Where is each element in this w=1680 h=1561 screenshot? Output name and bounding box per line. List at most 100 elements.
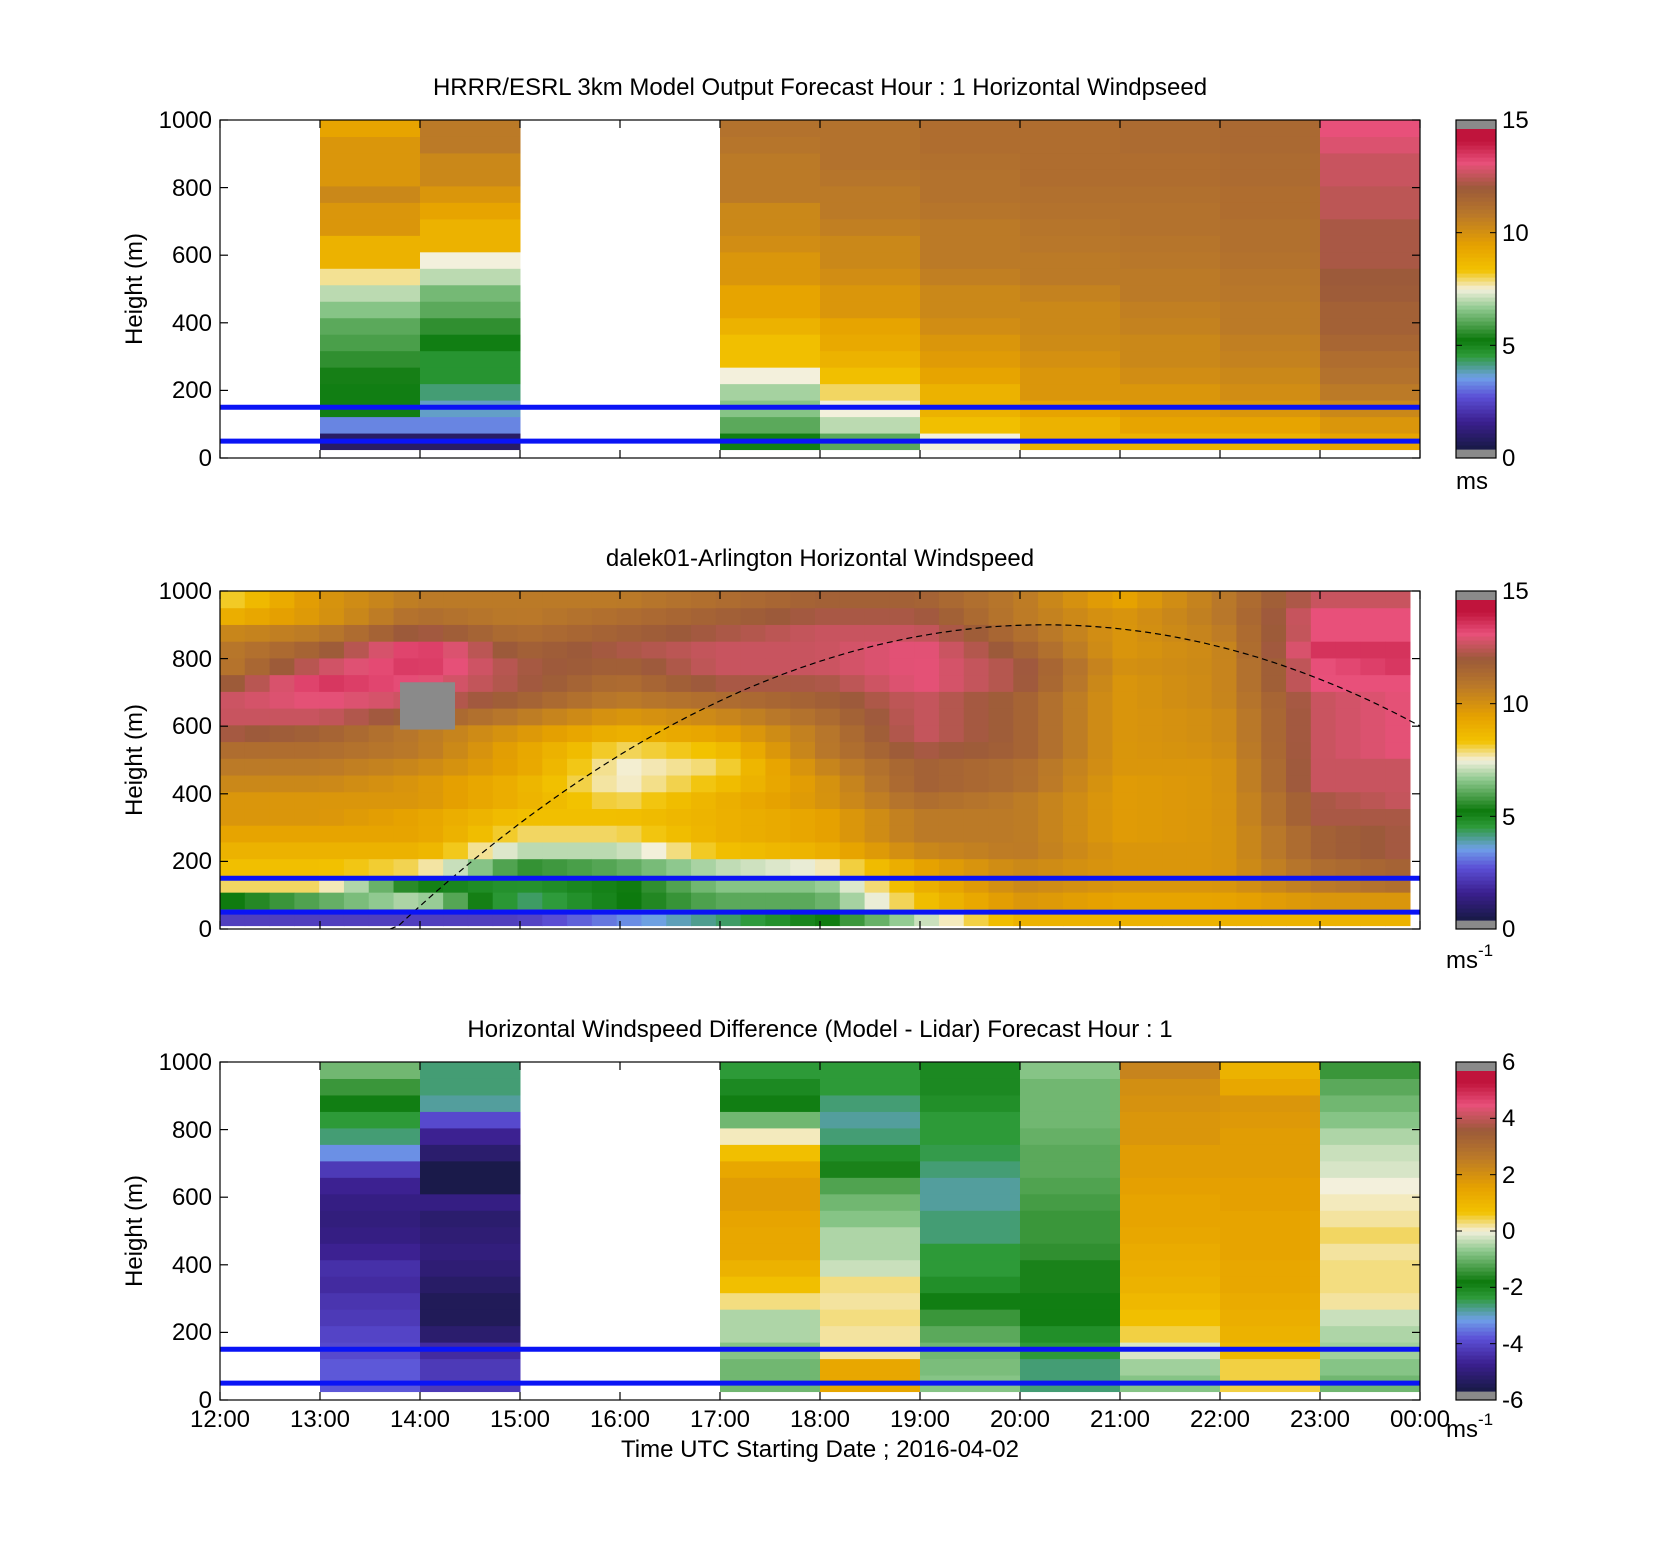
heatmap-cell [720, 1193, 821, 1211]
heatmap-cell [467, 892, 494, 910]
heatmap-cell [720, 1325, 821, 1343]
heatmap-cell [1236, 858, 1262, 876]
heatmap-cell [1320, 1358, 1421, 1376]
heatmap-cell [1220, 1358, 1321, 1376]
heatmap-cell [1120, 1111, 1221, 1129]
heatmap-cell [1360, 858, 1386, 876]
heatmap-cell [820, 1127, 921, 1145]
heatmap-cell [1261, 892, 1287, 910]
heatmap-cell [864, 841, 890, 860]
heatmap-cell [691, 607, 717, 625]
y-axis-label: Height (m) [121, 233, 148, 345]
heatmap-cell [1320, 268, 1421, 286]
heatmap-cell [1120, 120, 1221, 137]
heatmap-cell [1236, 607, 1262, 625]
heatmap-cell [616, 741, 642, 759]
heatmap-cell [1120, 350, 1221, 368]
heatmap-cell [1360, 591, 1386, 609]
heatmap-cell [920, 1111, 1021, 1129]
heatmap-cell [420, 1292, 521, 1310]
heatmap-cell [715, 858, 742, 876]
heatmap-cell [920, 334, 1021, 352]
heatmap-cell [988, 624, 1014, 642]
heatmap-cell [320, 218, 421, 236]
heatmap-cell [720, 1210, 821, 1228]
heatmap-cell [765, 674, 791, 692]
heatmap-cell [1286, 674, 1312, 692]
heatmap-cell [666, 758, 692, 776]
heatmap-cell [1286, 775, 1312, 793]
heatmap-cell [1087, 791, 1113, 810]
heatmap-cell [740, 808, 766, 826]
heatmap-cell [691, 624, 717, 642]
heatmap-cell [815, 724, 841, 743]
heatmap-cell [418, 591, 444, 609]
heatmap-cell [1020, 202, 1121, 220]
heatmap-cell [914, 791, 940, 810]
heatmap-cell [1360, 708, 1386, 726]
heatmap-cell [420, 1127, 521, 1145]
y-tick-label: 600 [172, 1184, 212, 1211]
heatmap-cell [641, 758, 667, 776]
heatmap-cell [319, 892, 345, 910]
heatmap-cell [740, 708, 766, 726]
heatmap-cell [1020, 1226, 1121, 1244]
heatmap-cell [1120, 1358, 1221, 1376]
colorbar-frame [1455, 1061, 1497, 1401]
heatmap-cell [715, 825, 742, 843]
heatmap-cell [517, 892, 543, 910]
heatmap-cell [1320, 1062, 1421, 1079]
heatmap-cell [591, 808, 618, 826]
heatmap-cell [720, 317, 821, 335]
heatmap-cell [1062, 791, 1089, 810]
heatmap-cell [1320, 1226, 1421, 1244]
heatmap-cell [294, 858, 320, 876]
heatmap-cell [368, 858, 395, 876]
heatmap-cell [1162, 641, 1188, 659]
heatmap-cell [790, 775, 816, 793]
heatmap-cell [244, 674, 271, 692]
x-tick-label: 14:00 [390, 1406, 450, 1433]
heatmap-cell [294, 775, 320, 793]
colorbar-tick-label: 15 [1502, 578, 1529, 605]
heatmap-cell [1320, 235, 1421, 253]
heatmap-cell [889, 775, 915, 793]
heatmap-cell [920, 120, 1021, 137]
heatmap-cell [740, 641, 766, 659]
heatmap-cell [220, 607, 246, 625]
heatmap-cell [319, 674, 345, 692]
heatmap-cell [889, 724, 915, 743]
heatmap-cell [1038, 641, 1064, 659]
heatmap-cell [938, 624, 965, 642]
heatmap-cell [715, 841, 742, 860]
heatmap-cell [443, 758, 469, 776]
heatmap-cell [1013, 674, 1039, 692]
y-tick-label: 1000 [159, 107, 212, 134]
heatmap-cell [820, 1177, 921, 1195]
heatmap-cell [720, 383, 821, 401]
heatmap-cell [1120, 1062, 1221, 1079]
heatmap-cell [920, 202, 1021, 220]
heatmap-cell [938, 825, 965, 843]
x-tick-label: 23:00 [1290, 1406, 1350, 1433]
heatmap-cell [938, 741, 965, 759]
heatmap-cell [1385, 624, 1411, 642]
heatmap-cell [815, 758, 841, 776]
heatmap-cell [715, 708, 742, 726]
heatmap-cell [815, 892, 841, 910]
heatmap-cell [294, 758, 320, 776]
heatmap-cell [320, 202, 421, 220]
heatmap-cell [1220, 1309, 1321, 1327]
heatmap-cell [294, 825, 320, 843]
heatmap-cell [1112, 641, 1138, 659]
heatmap-cell [820, 367, 921, 385]
colorbar-tick-label: 0 [1502, 916, 1515, 943]
heatmap-cell [889, 841, 915, 860]
heatmap-cell [420, 1325, 521, 1343]
heatmap-cell [294, 892, 320, 910]
heatmap-cell [765, 858, 791, 876]
heatmap-cell [715, 808, 742, 826]
heatmap-cell [820, 284, 921, 302]
heatmap-cell [1320, 1144, 1421, 1162]
heatmap-cell [1162, 657, 1188, 676]
